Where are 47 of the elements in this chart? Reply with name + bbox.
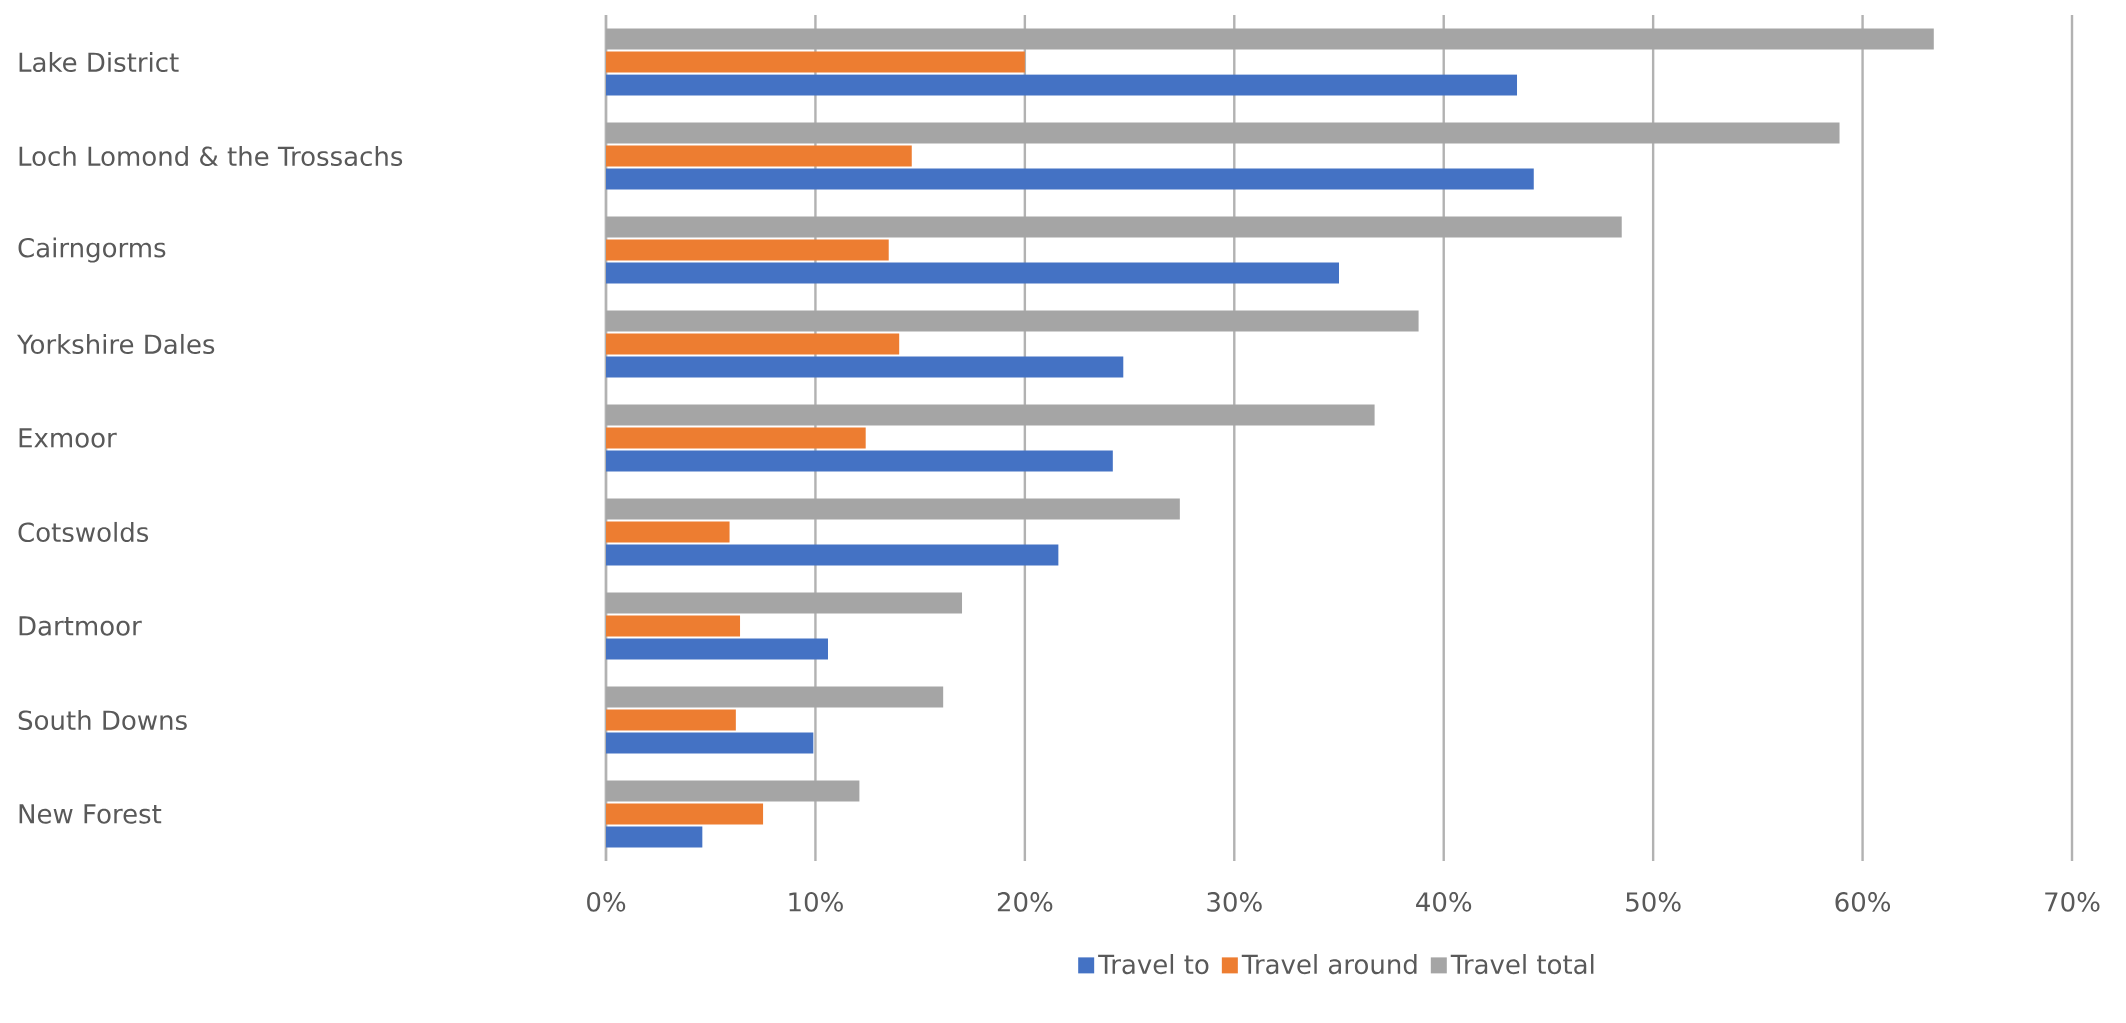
bar (606, 498, 1180, 520)
y-tick-label: Cairngorms (18, 237, 166, 263)
bar (606, 262, 1339, 284)
y-tick-label: Exmoor (19, 428, 117, 448)
bar (606, 709, 736, 731)
bar (606, 356, 1124, 378)
bar (606, 51, 1025, 73)
bar (606, 732, 814, 754)
y-tick-label: South Downs (18, 709, 187, 731)
bar (606, 450, 1113, 472)
bar (606, 404, 1375, 426)
bar (606, 122, 1840, 144)
bar (606, 521, 730, 543)
bar (606, 544, 1059, 566)
bar (606, 216, 1622, 238)
bar (606, 168, 1534, 190)
y-tick-label: Dartmoor (19, 616, 142, 636)
x-tick-label: 70% (2045, 892, 2100, 912)
bar (606, 310, 1419, 332)
bar (606, 74, 1518, 96)
bar (606, 803, 764, 825)
x-tick-label: 60% (1835, 892, 1891, 912)
legend-label: Travel around (1241, 953, 1417, 975)
y-tick-label: Yorkshire Dales (17, 333, 215, 355)
y-tick-label: Lake District (19, 51, 179, 73)
y-tick-label: Cotswolds (18, 521, 149, 543)
x-tick-label: 50% (1626, 892, 1681, 912)
bar (606, 239, 889, 261)
x-tick-label: 30% (1207, 892, 1262, 912)
x-tick-label: 20% (997, 892, 1053, 912)
legend-label: Travel to (1098, 953, 1209, 975)
bar (606, 333, 900, 355)
x-tick-label: 10% (789, 892, 843, 912)
bar (606, 592, 963, 614)
bar (606, 780, 860, 802)
bar (606, 638, 828, 660)
bar (606, 28, 1934, 50)
x-tick-label: 0% (587, 892, 626, 912)
x-tick-label: 40% (1416, 892, 1472, 912)
bar (606, 615, 741, 637)
legend-label: Travel total (1450, 953, 1594, 975)
bar (606, 686, 944, 708)
bar (606, 826, 703, 848)
y-tick-label: New Forest (19, 804, 162, 824)
bar (606, 145, 912, 167)
bar (606, 427, 866, 449)
y-tick-label: Loch Lomond & the Trossachs (19, 145, 403, 167)
